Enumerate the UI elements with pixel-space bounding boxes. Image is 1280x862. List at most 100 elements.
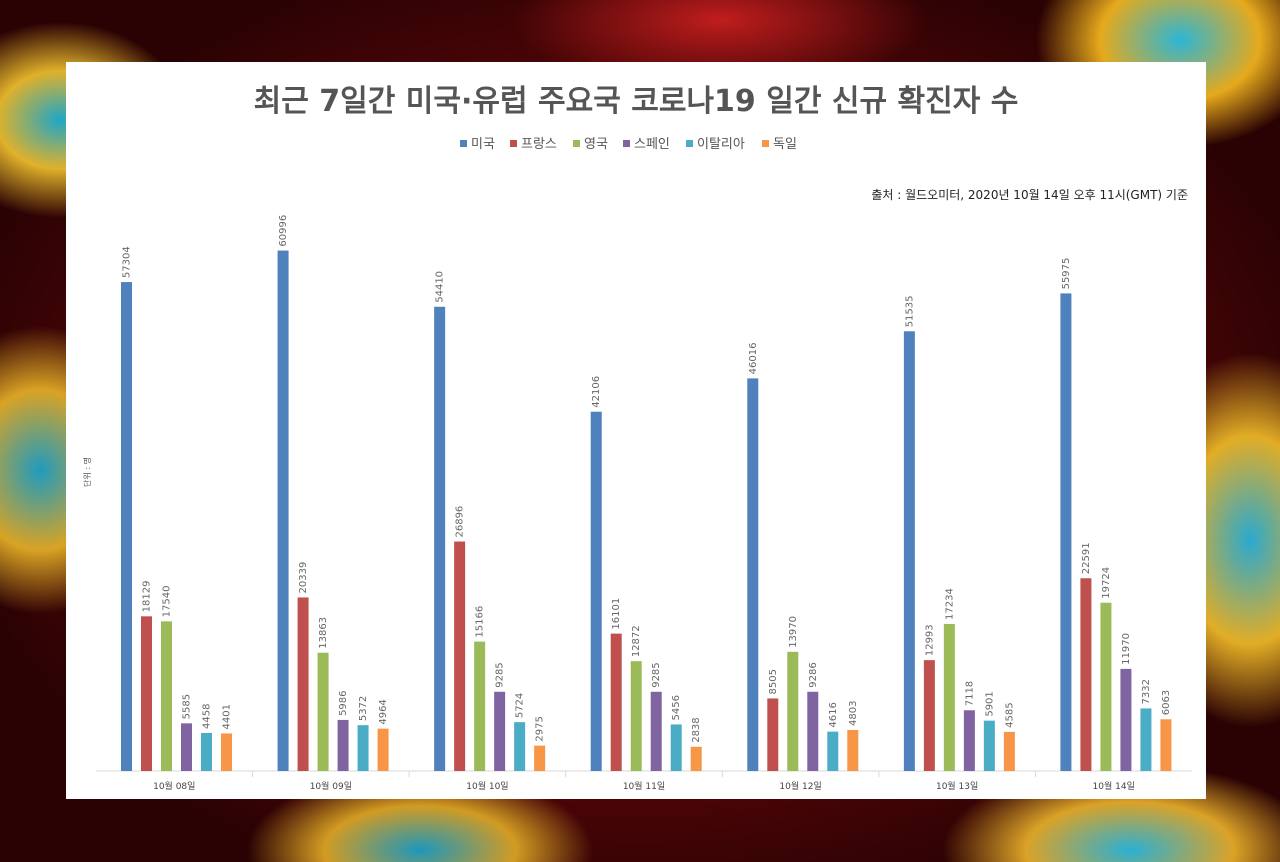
bar [377, 728, 389, 771]
bar [297, 597, 309, 771]
data-label: 18129 [142, 581, 153, 613]
data-label: 11970 [1121, 633, 1132, 665]
data-label: 13970 [788, 616, 799, 648]
category-label: 10월 09일 [310, 780, 352, 792]
category-label: 10월 10일 [466, 780, 508, 792]
legend-label: 영국 [584, 137, 608, 152]
bar [747, 378, 759, 771]
data-label: 5585 [182, 694, 193, 719]
data-label: 17540 [162, 586, 173, 618]
chart-title: 최근 7일간 미국·유럽 주요국 코로나19 일간 신규 확진자 수 [254, 84, 1019, 119]
bar [514, 722, 526, 771]
bar [141, 616, 152, 771]
data-label: 7118 [964, 681, 975, 706]
legend-label: 미국 [471, 137, 495, 152]
bar [923, 660, 935, 771]
data-label: 20339 [298, 562, 309, 594]
category-label: 10월 12일 [779, 780, 821, 792]
category-label: 10월 08일 [153, 780, 195, 792]
data-label: 9286 [808, 662, 819, 687]
data-label: 15166 [475, 606, 486, 638]
bar [963, 710, 975, 771]
chart-panel: 최근 7일간 미국·유럽 주요국 코로나19 일간 신규 확진자 수 미국 프랑스… [66, 62, 1206, 799]
bar [1003, 731, 1015, 771]
data-label: 2975 [535, 716, 546, 741]
bar [807, 691, 819, 771]
data-labels-group: 57304 18129 17540 5585 4458 4401 60996 20339 138… [122, 215, 1172, 743]
bar [1160, 719, 1172, 771]
legend-label: 이탈리아 [697, 137, 745, 152]
bar [903, 331, 915, 771]
bar [181, 723, 192, 771]
data-label: 17234 [944, 588, 955, 620]
legend-swatch [623, 140, 630, 147]
legend-label: 스페인 [634, 137, 670, 152]
data-label: 60996 [278, 215, 289, 247]
source-note: 출처 : 월드오미터, 2020년 10월 14일 오후 11시(GMT) 기준 [871, 188, 1188, 202]
bar [690, 746, 702, 771]
data-label: 4458 [202, 704, 213, 729]
data-label: 7332 [1141, 679, 1152, 704]
legend-label: 독일 [773, 137, 797, 152]
bar [161, 621, 172, 771]
legend-swatch [573, 140, 580, 147]
data-label: 46016 [748, 343, 759, 375]
data-label: 22591 [1081, 542, 1092, 574]
bar [337, 719, 349, 771]
chart-svg: 최근 7일간 미국·유럽 주요국 코로나19 일간 신규 확진자 수 미국 프랑스… [82, 84, 1192, 792]
bar [767, 698, 779, 771]
legend-swatch [762, 140, 769, 147]
bar [983, 720, 995, 771]
bar [221, 733, 232, 771]
bar [1100, 602, 1112, 771]
data-label: 5456 [671, 695, 682, 720]
data-label: 5901 [984, 691, 995, 716]
legend-swatch [460, 140, 467, 147]
data-label: 4616 [828, 702, 839, 727]
legend-swatch [510, 140, 517, 147]
data-label: 54410 [435, 271, 446, 303]
data-label: 5986 [338, 690, 349, 715]
bar [610, 633, 622, 771]
data-label: 26896 [455, 506, 466, 538]
bar [670, 724, 682, 771]
data-label: 8505 [768, 669, 779, 694]
bar [474, 641, 486, 771]
data-label: 16101 [611, 598, 622, 630]
data-label: 4803 [848, 701, 859, 726]
bar [943, 623, 955, 771]
bar [317, 652, 329, 771]
data-label: 12872 [631, 625, 642, 657]
bar [494, 691, 506, 771]
data-label: 13863 [318, 617, 329, 649]
bar [121, 282, 132, 771]
bar [787, 651, 799, 771]
bar [454, 541, 466, 771]
bar [357, 725, 369, 771]
data-label: 12993 [924, 624, 935, 656]
bar [1060, 293, 1072, 771]
category-label: 10월 14일 [1093, 780, 1135, 792]
category-label: 10월 11일 [623, 780, 665, 792]
bar [1140, 708, 1152, 771]
data-label: 6063 [1161, 690, 1172, 715]
data-label: 9285 [495, 662, 506, 687]
data-label: 19724 [1101, 567, 1112, 599]
legend-swatch [686, 140, 693, 147]
bar [630, 661, 642, 771]
data-label: 2838 [691, 717, 702, 742]
bar [590, 411, 602, 771]
bar [847, 730, 859, 771]
data-label: 4964 [378, 699, 389, 724]
legend: 미국 프랑스 영국 스페인 이탈리아 독일 [460, 137, 797, 152]
data-label: 51535 [904, 295, 915, 327]
bar [1080, 578, 1092, 771]
data-label: 57304 [122, 246, 133, 278]
data-label: 9285 [651, 662, 662, 687]
data-label: 4585 [1004, 702, 1015, 727]
bar [1120, 668, 1132, 771]
bar [534, 745, 546, 771]
bar [827, 731, 839, 771]
category-label: 10월 13일 [936, 780, 978, 792]
data-label: 42106 [591, 376, 602, 408]
